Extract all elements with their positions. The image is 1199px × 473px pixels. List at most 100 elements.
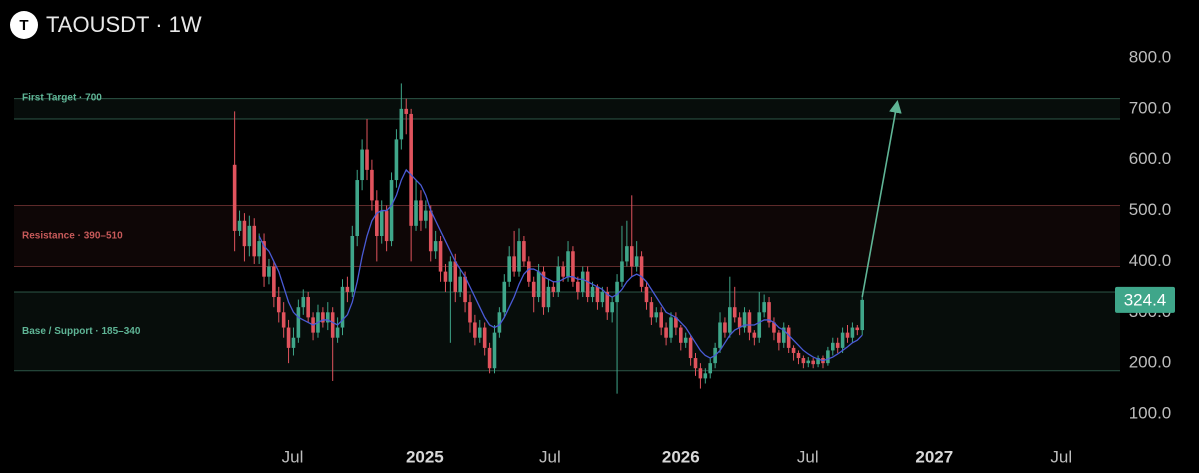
candle-body: [615, 281, 619, 303]
chart-title: TAOUSDT · 1W: [46, 12, 202, 37]
y-tick-label: 500.0: [1129, 200, 1172, 219]
candle-body: [330, 312, 335, 338]
candle-body: [512, 256, 516, 272]
x-tick-label: Jul: [539, 447, 561, 466]
candle-body: [835, 342, 840, 348]
candle-body: [232, 164, 237, 231]
candle-body: [585, 271, 590, 298]
candle-body: [742, 312, 747, 328]
candle-body: [463, 276, 467, 303]
candle-body: [428, 210, 433, 252]
candle-body: [517, 241, 521, 272]
candle-body: [860, 299, 865, 331]
candle-body: [664, 327, 668, 338]
candle-body: [507, 256, 511, 282]
candle-body: [438, 241, 443, 272]
candle-body: [424, 210, 428, 221]
candle-body: [296, 307, 301, 338]
candle-body: [747, 312, 752, 333]
candle-body: [674, 317, 678, 328]
candle-body: [708, 363, 713, 374]
candle-body: [556, 266, 561, 292]
candle-body: [737, 317, 742, 328]
y-tick-label: 200.0: [1129, 353, 1172, 372]
candle-body: [610, 302, 614, 313]
x-tick-label: Jul: [282, 447, 304, 466]
candle-body: [546, 286, 551, 308]
candle-body: [620, 261, 624, 282]
candle-body: [595, 286, 600, 303]
candle-body: [796, 352, 801, 359]
y-tick-label: 800.0: [1129, 47, 1172, 66]
candle-body: [840, 332, 845, 348]
candle-body: [414, 200, 418, 226]
logo-letter: T: [19, 17, 28, 34]
candle-body: [683, 337, 688, 343]
last-price-label: 324.4: [1124, 290, 1167, 309]
candle-body: [453, 261, 458, 292]
candle-body: [571, 251, 575, 282]
candle-body: [561, 266, 565, 277]
candle-body: [644, 286, 649, 303]
candle-body: [473, 322, 477, 338]
candle-body: [527, 261, 531, 282]
x-tick-label: 2025: [406, 447, 444, 466]
candle-body: [286, 327, 291, 348]
candle-body: [335, 327, 340, 338]
candle-body: [379, 210, 384, 236]
moving-average: [258, 168, 863, 362]
candle-body: [291, 337, 296, 348]
candle-body: [399, 108, 404, 140]
candle-body: [791, 347, 796, 353]
candle-body: [458, 276, 462, 292]
candle-body: [786, 327, 791, 348]
candle-body: [267, 266, 271, 277]
candle-body: [345, 286, 350, 292]
candle-body: [850, 327, 855, 338]
candle-body: [355, 180, 360, 236]
candle-body: [325, 312, 330, 323]
candle-body: [237, 220, 242, 231]
y-tick-label: 600.0: [1129, 149, 1172, 168]
candle-body: [723, 322, 727, 333]
x-tick-label: 2027: [915, 447, 953, 466]
candle-body: [360, 149, 364, 181]
candle-body: [252, 225, 257, 257]
candle-body: [551, 286, 556, 292]
candle-body: [384, 210, 389, 242]
y-tick-label: 700.0: [1129, 98, 1172, 117]
candle-body: [257, 241, 261, 257]
zone-label: Resistance · 390–510: [22, 231, 123, 242]
x-tick-label: 2026: [662, 447, 700, 466]
y-tick-label: 400.0: [1129, 251, 1172, 270]
candle-body: [370, 169, 374, 201]
candle-body: [816, 358, 820, 365]
candle-body: [718, 322, 722, 348]
candle-body: [477, 327, 482, 338]
candle-body: [487, 347, 492, 369]
candle-body: [634, 256, 639, 267]
x-tick-label: Jul: [1050, 447, 1072, 466]
candle-body: [522, 241, 526, 262]
candle-body: [688, 337, 693, 359]
y-tick-label: 100.0: [1129, 403, 1172, 422]
candle-body: [272, 266, 276, 298]
candle-body: [777, 332, 781, 343]
candle-body: [703, 373, 708, 379]
candle-body: [531, 281, 536, 298]
candle-body: [693, 358, 698, 369]
candle-body: [728, 307, 732, 333]
candle-body: [443, 271, 448, 282]
candle-body: [350, 236, 355, 292]
candle-body: [669, 317, 673, 338]
candle-body: [639, 256, 644, 287]
candle-body: [678, 327, 683, 343]
candle-body: [433, 241, 438, 252]
candle-body: [752, 332, 757, 338]
candle-body: [242, 220, 247, 247]
zone: [14, 291, 1120, 371]
candle-body: [590, 286, 595, 298]
candle-body: [482, 327, 487, 348]
zone-label: First Target · 700: [22, 92, 102, 103]
